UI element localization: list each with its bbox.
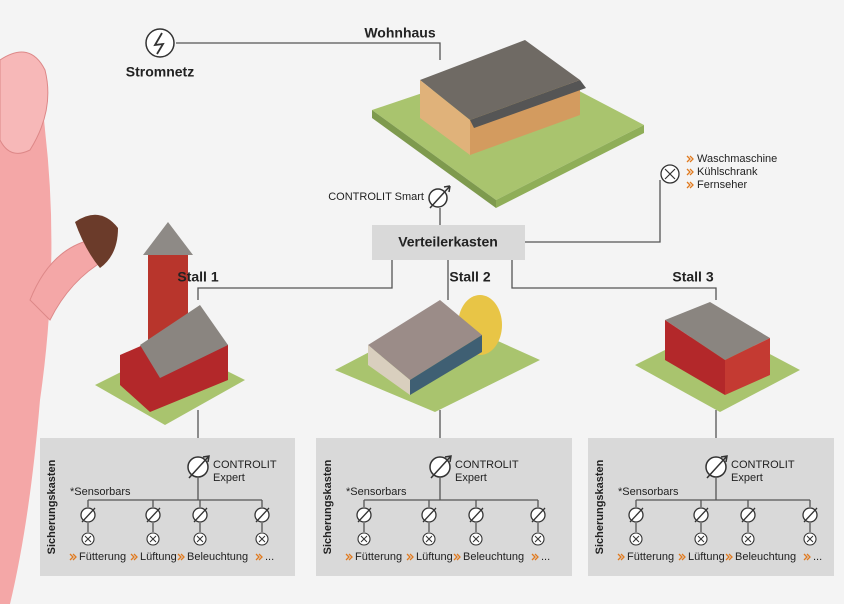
sensor-icon	[629, 507, 644, 523]
bullet	[686, 181, 694, 189]
output-label: Beleuchtung	[187, 551, 248, 563]
output-label: Lüftung	[140, 551, 177, 563]
panel-bg	[40, 438, 295, 576]
controller-label: Expert	[213, 472, 245, 484]
bullet	[255, 553, 263, 561]
bullet	[453, 553, 461, 561]
device: Waschmaschine	[697, 153, 777, 165]
sensor-icon	[694, 507, 709, 523]
sensor-icon	[357, 507, 372, 523]
device: Fernseher	[697, 179, 747, 191]
sensor-icon	[193, 507, 208, 523]
panel-title: Sicherungskasten	[322, 459, 334, 554]
sensorbars: *Sensorbars	[618, 486, 679, 498]
stall-label: Stall 3	[672, 269, 713, 285]
stall-label: Stall 1	[177, 269, 218, 285]
stall-label: Stall 2	[449, 269, 490, 285]
output-icon	[196, 535, 204, 543]
bullet	[678, 553, 686, 561]
output-label: Fütterung	[627, 551, 674, 563]
output-icon	[425, 535, 433, 543]
bullet	[345, 553, 353, 561]
bullet	[686, 168, 694, 176]
controller-label: CONTROLIT	[455, 459, 519, 471]
controller-label: Expert	[455, 472, 487, 484]
controller-icon	[706, 455, 728, 479]
bus	[364, 477, 538, 501]
bullet	[130, 553, 138, 561]
meter-icon	[429, 185, 451, 209]
sensor-icon	[469, 507, 484, 523]
sensor-icon	[146, 507, 161, 523]
output-icon	[806, 535, 814, 543]
output-label: ...	[265, 551, 274, 563]
output-label: Lüftung	[416, 551, 453, 563]
sensor-icon	[803, 507, 818, 523]
stall-3-building	[635, 302, 800, 412]
sensorbars: *Sensorbars	[346, 486, 407, 498]
output-icon	[472, 535, 480, 543]
sensor-icon	[531, 507, 546, 523]
verteiler-box	[372, 225, 525, 260]
output-icon	[632, 535, 640, 543]
controlit-smart: CONTROLIT Smart	[328, 191, 424, 203]
output-icon	[744, 535, 752, 543]
sensor-icon	[255, 507, 270, 523]
bullet	[406, 553, 414, 561]
bus	[636, 477, 810, 501]
house	[372, 40, 644, 208]
bullet	[725, 553, 733, 561]
output-label: Fütterung	[79, 551, 126, 563]
output-icon	[534, 535, 542, 543]
bullet	[686, 155, 694, 163]
stall-1-building	[95, 222, 245, 425]
wires	[176, 42, 717, 438]
power-icon	[153, 32, 165, 55]
stall-2-building	[335, 295, 540, 412]
device: Kühlschrank	[697, 166, 758, 178]
controller-label: Expert	[731, 472, 763, 484]
output-label: Lüftung	[688, 551, 725, 563]
sensor-icon	[422, 507, 437, 523]
output-label: ...	[541, 551, 550, 563]
controller-icon	[430, 455, 452, 479]
controller-label: CONTROLIT	[213, 459, 277, 471]
bullet	[617, 553, 625, 561]
output-label: ...	[813, 551, 822, 563]
power-icon	[145, 28, 175, 58]
output-icon	[697, 535, 705, 543]
wohnhaus-label: Wohnhaus	[364, 25, 436, 41]
bullet	[177, 553, 185, 561]
output-label: Beleuchtung	[463, 551, 524, 563]
verteilerkasten: Verteilerkasten	[398, 234, 498, 250]
panel-title: Sicherungskasten	[594, 459, 606, 554]
output-icon	[149, 535, 157, 543]
consumer-icon	[664, 168, 676, 180]
controller-icon	[188, 455, 210, 479]
bus	[88, 477, 262, 501]
output-icon	[84, 535, 92, 543]
stromnetz: Stromnetz	[126, 64, 194, 80]
sensor-icon	[81, 507, 96, 523]
output-icon	[258, 535, 266, 543]
sensor-icon	[741, 507, 756, 523]
output-label: Beleuchtung	[735, 551, 796, 563]
sensorbars: *Sensorbars	[70, 486, 131, 498]
bullet	[69, 553, 77, 561]
pig	[0, 51, 118, 604]
bullet	[803, 553, 811, 561]
output-label: Fütterung	[355, 551, 402, 563]
bullet	[531, 553, 539, 561]
panel-title: Sicherungskasten	[46, 459, 58, 554]
controller-label: CONTROLIT	[731, 459, 795, 471]
output-icon	[360, 535, 368, 543]
